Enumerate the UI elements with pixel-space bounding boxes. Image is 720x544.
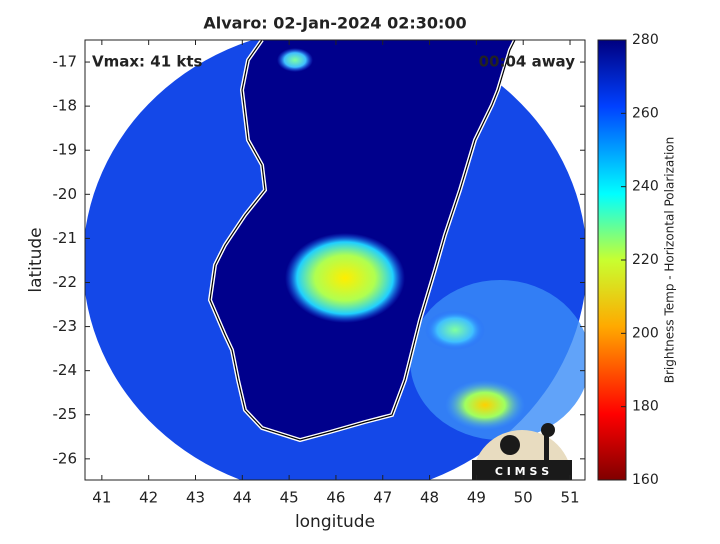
cloud bbox=[445, 380, 525, 430]
image bbox=[85, 40, 585, 480]
annotation: Vmax: 41 kts bbox=[92, 53, 202, 71]
logo-text: C I M S S bbox=[495, 465, 549, 478]
y-tick-label: -21 bbox=[53, 229, 78, 247]
x-tick-label: 42 bbox=[139, 489, 158, 507]
y-axis-label: latitude bbox=[26, 227, 46, 292]
colorbar-tick-label: 220 bbox=[632, 252, 659, 268]
x-tick-label: 44 bbox=[233, 489, 252, 507]
colorbar-tick-label: 200 bbox=[632, 325, 659, 341]
colorbar-label: Brightness Temp - Horizontal Polarizatio… bbox=[663, 137, 677, 384]
y-tick-label: -25 bbox=[53, 405, 78, 423]
annotation: 00:04 away bbox=[479, 53, 576, 71]
cloud bbox=[425, 310, 485, 350]
y-tick-label: -26 bbox=[53, 449, 78, 467]
y-tick-label: -18 bbox=[53, 97, 78, 115]
x-tick-label: 43 bbox=[186, 489, 205, 507]
y-tick-label: -19 bbox=[53, 141, 78, 159]
x-tick-label: 45 bbox=[280, 489, 299, 507]
x-tick-label: 51 bbox=[560, 489, 579, 507]
y-tick-label: -24 bbox=[53, 361, 78, 379]
colorbar-tick-label: 160 bbox=[632, 472, 659, 488]
plot-frame bbox=[84, 39, 586, 481]
colorbar-tick-label: 180 bbox=[632, 399, 659, 415]
logo: C I M S S bbox=[472, 423, 572, 480]
x-tick-label: 46 bbox=[326, 489, 345, 507]
x-tick-label: 47 bbox=[373, 489, 392, 507]
colorbar-tick-label: 240 bbox=[632, 179, 659, 195]
x-tick-label: 48 bbox=[420, 489, 439, 507]
x-axis-label: longitude bbox=[295, 512, 375, 532]
y-tick-label: -23 bbox=[53, 317, 78, 335]
colorbar-tick-label: 280 bbox=[632, 32, 659, 48]
chart-title: Alvaro: 02-Jan-2024 02:30:00 bbox=[203, 14, 466, 33]
x-tick-label: 49 bbox=[467, 489, 486, 507]
y-tick-label: -20 bbox=[53, 185, 78, 203]
y-tick-label: -22 bbox=[53, 273, 78, 291]
x-tick-label: 50 bbox=[514, 489, 533, 507]
x-tick-label: 41 bbox=[92, 489, 111, 507]
cloud bbox=[285, 233, 405, 323]
cloud bbox=[277, 48, 313, 72]
y-tick-label: -17 bbox=[53, 53, 78, 71]
colorbar-tick-label: 260 bbox=[632, 105, 659, 121]
coastline bbox=[209, 40, 516, 441]
